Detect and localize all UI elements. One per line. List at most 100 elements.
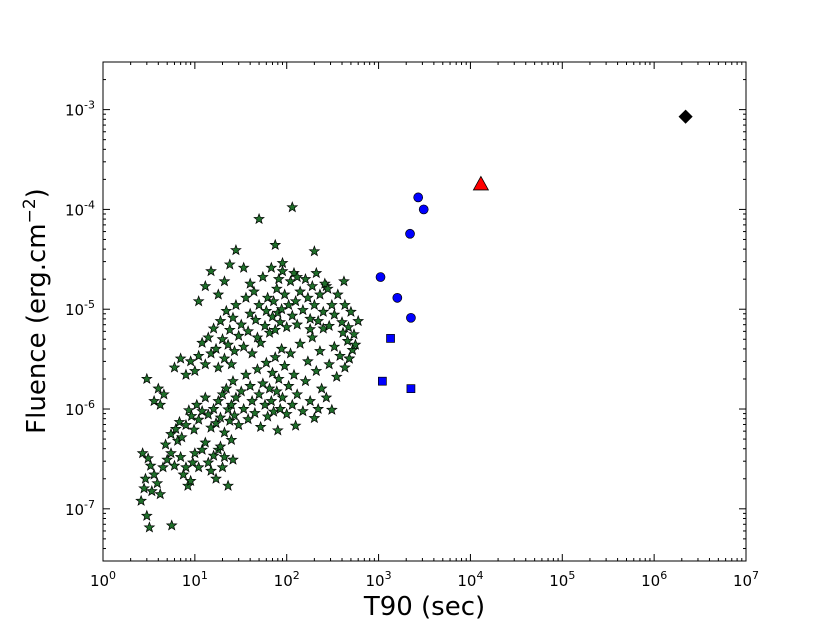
star-point bbox=[173, 415, 186, 428]
star-point bbox=[136, 447, 149, 459]
star-point bbox=[225, 398, 238, 410]
star-point bbox=[308, 298, 321, 311]
star-point bbox=[325, 298, 338, 311]
star-point bbox=[312, 402, 325, 415]
x-tick-label: 102 bbox=[274, 569, 300, 590]
star-point bbox=[323, 358, 336, 370]
star-point bbox=[310, 364, 323, 377]
star-point bbox=[280, 407, 293, 420]
star-point bbox=[323, 319, 336, 331]
star-point bbox=[274, 316, 287, 328]
star-point bbox=[291, 318, 304, 330]
star-point bbox=[352, 314, 365, 327]
circle-point bbox=[392, 292, 403, 303]
y-tick-label: 10-7 bbox=[65, 498, 95, 519]
star-point bbox=[199, 358, 212, 370]
star-point bbox=[286, 398, 299, 410]
star-point bbox=[143, 521, 156, 533]
star-point bbox=[235, 385, 248, 397]
star-point bbox=[157, 461, 169, 473]
star-point bbox=[218, 275, 231, 287]
star-point bbox=[328, 308, 341, 320]
star-point bbox=[269, 351, 282, 363]
star-point bbox=[220, 304, 233, 316]
star-point bbox=[180, 418, 192, 431]
star-point bbox=[331, 288, 344, 300]
star-point bbox=[251, 363, 264, 375]
star-point bbox=[320, 391, 333, 403]
star-point bbox=[207, 402, 220, 415]
star-point bbox=[188, 364, 201, 377]
x-tick-label: 104 bbox=[457, 569, 483, 590]
star-point bbox=[321, 282, 334, 294]
y-tick-label: 10-4 bbox=[65, 198, 95, 219]
star-point bbox=[328, 340, 341, 352]
star-point bbox=[339, 298, 351, 311]
star-point bbox=[218, 426, 231, 438]
star-point bbox=[286, 201, 299, 213]
star-point bbox=[330, 370, 343, 382]
star-point bbox=[267, 405, 280, 417]
star-point bbox=[244, 277, 257, 289]
star-point bbox=[272, 272, 285, 285]
star-point bbox=[267, 295, 280, 307]
star-point bbox=[165, 447, 177, 459]
star-point bbox=[318, 277, 331, 289]
star-point bbox=[214, 314, 227, 327]
triangle-point bbox=[472, 175, 490, 191]
star-point bbox=[169, 422, 182, 435]
star-point bbox=[192, 349, 205, 361]
star-point bbox=[228, 409, 241, 421]
star-point bbox=[275, 342, 288, 354]
star-point bbox=[282, 379, 295, 392]
star-point bbox=[161, 453, 174, 465]
star-point bbox=[216, 388, 229, 400]
star-point bbox=[253, 298, 265, 311]
star-point bbox=[196, 405, 209, 417]
star-point bbox=[256, 270, 269, 283]
star-point bbox=[154, 488, 167, 500]
star-point bbox=[304, 323, 317, 335]
star-point bbox=[237, 261, 250, 273]
star-point bbox=[232, 329, 245, 341]
star-point bbox=[199, 436, 212, 448]
star-point bbox=[182, 404, 195, 416]
star-point bbox=[152, 382, 165, 394]
star-point bbox=[244, 307, 257, 319]
star-point bbox=[306, 331, 319, 343]
star-point bbox=[342, 321, 355, 333]
star-point bbox=[256, 377, 269, 389]
star-point bbox=[341, 334, 354, 347]
y-tick-label: 10-5 bbox=[65, 298, 95, 319]
star-point bbox=[349, 338, 362, 350]
star-point bbox=[202, 408, 215, 420]
star-point bbox=[192, 413, 205, 425]
star-point bbox=[212, 394, 225, 407]
y-tick-label: 10-3 bbox=[65, 99, 95, 120]
star-point bbox=[184, 355, 197, 367]
star-point bbox=[230, 244, 242, 256]
star-point bbox=[140, 372, 153, 384]
star-point bbox=[263, 382, 276, 394]
star-point bbox=[338, 275, 350, 287]
star-point bbox=[196, 443, 209, 455]
y-axis-label-exponent: −2 bbox=[20, 198, 40, 223]
star-point bbox=[140, 509, 153, 521]
circle-point bbox=[413, 192, 424, 203]
star-point bbox=[337, 326, 349, 338]
square-point bbox=[406, 384, 416, 393]
star-point bbox=[168, 459, 181, 471]
circle-point bbox=[405, 228, 415, 239]
star-point bbox=[315, 382, 328, 394]
y-axis-label: Fluence (erg.cm−2) bbox=[20, 188, 52, 434]
star-point bbox=[165, 427, 177, 440]
star-point bbox=[220, 382, 233, 394]
star-point bbox=[304, 394, 317, 407]
star-point bbox=[314, 288, 326, 300]
star-point bbox=[222, 338, 234, 350]
x-tick-label: 105 bbox=[549, 569, 575, 590]
star-point bbox=[186, 456, 199, 468]
x-tick-label: 101 bbox=[182, 569, 208, 590]
star-point bbox=[192, 461, 205, 473]
